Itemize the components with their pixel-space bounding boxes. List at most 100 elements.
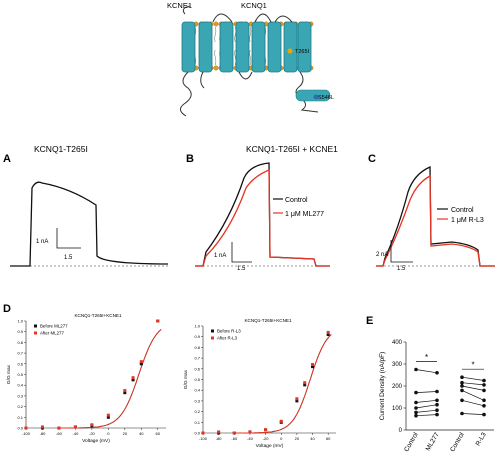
data-point-after bbox=[40, 425, 44, 429]
panel-b-scale-y: 1 nA bbox=[214, 253, 226, 259]
pair-line bbox=[461, 385, 485, 391]
data-point-after bbox=[73, 425, 77, 429]
pair-point-before bbox=[414, 400, 418, 405]
pair-point-after bbox=[435, 398, 439, 403]
y-tick-label: 0.8 bbox=[194, 345, 200, 350]
data-point-before bbox=[326, 333, 330, 337]
legend-label: After ML277 bbox=[40, 331, 64, 336]
data-point-after bbox=[279, 419, 283, 423]
gv-chart-ml277: KCNQ1-T265I+KCNE1 0.0 0.1 0.2 0.3 0.4 0.5 0.6 0.… bbox=[6, 313, 166, 444]
data-point-after bbox=[201, 431, 205, 435]
x-tick-label: -20 bbox=[89, 431, 96, 436]
category-label: R-L3 bbox=[475, 431, 488, 447]
data-point-before bbox=[131, 378, 135, 382]
data-point-before bbox=[295, 399, 299, 403]
pair-line bbox=[415, 404, 438, 409]
y-tick-label: 0.3 bbox=[194, 398, 200, 403]
pair-point-after bbox=[482, 398, 486, 403]
data-point-after bbox=[24, 426, 28, 430]
current-density-chart: 0 100 200 300 400 Current Density (nA/pF) Cont… bbox=[379, 340, 494, 453]
x-tick-label: 0 bbox=[107, 431, 110, 436]
y-tick-label: 0.1 bbox=[17, 415, 23, 420]
data-point-after bbox=[248, 430, 252, 434]
pair-point-before bbox=[460, 388, 464, 393]
kcnq1-n-terminus bbox=[200, 71, 205, 89]
pair-point-before bbox=[460, 380, 464, 385]
category-label: Control bbox=[403, 431, 420, 453]
data-point-before bbox=[106, 415, 110, 419]
legend-label: After R-L3 bbox=[217, 336, 238, 341]
pair-point-before bbox=[414, 406, 418, 410]
data-point-after bbox=[326, 330, 330, 334]
kcnq1-helix-s5 bbox=[267, 21, 282, 73]
pair-line bbox=[415, 399, 438, 403]
pair-point-after bbox=[435, 402, 439, 407]
pair-point-before bbox=[460, 398, 464, 403]
pair-line bbox=[415, 369, 438, 374]
y-tick-label: 1.0 bbox=[17, 319, 23, 324]
pair-line bbox=[461, 390, 485, 401]
panel-b-scale-bar bbox=[231, 242, 252, 263]
panel-c-scale-bar bbox=[390, 240, 413, 263]
panel-b-legend-drug: 1 μM ML277 bbox=[285, 211, 324, 218]
lipid-tail-lower bbox=[214, 49, 217, 66]
data-point-after bbox=[311, 363, 315, 367]
panel-a-scale-x: 1.5 bbox=[64, 255, 73, 261]
panel-c-legend-drug: 1 μM R-L3 bbox=[451, 217, 484, 224]
pair-point-before bbox=[414, 410, 418, 415]
kcnq1-helix-s3 bbox=[235, 21, 250, 73]
category-label: Control bbox=[449, 431, 466, 453]
pair-line bbox=[415, 391, 438, 393]
pair-point-before bbox=[414, 413, 418, 418]
kcnq1-helix-s7 bbox=[297, 21, 312, 73]
gv-chart-rl3: KCNQ1-T265I+KCNE1 0.0 0.1 0.2 0.3 0.4 0.5 0.6 0.… bbox=[183, 318, 336, 449]
y-tick-label: 0.5 bbox=[194, 377, 200, 382]
legend-label: Before R-L3 bbox=[217, 329, 241, 334]
y-tick-label: 100 bbox=[392, 406, 403, 412]
pair-point-before bbox=[460, 375, 464, 380]
kcnq1-helix-s1 bbox=[198, 21, 213, 73]
data-point-before bbox=[311, 365, 315, 369]
pair-line bbox=[461, 376, 485, 381]
kcnq1-label: KCNQ1 bbox=[241, 1, 267, 10]
kcne1-n-terminus bbox=[182, 5, 191, 15]
pair-point-after bbox=[435, 408, 439, 413]
data-point-before bbox=[123, 391, 127, 395]
panel-a: A KCNQ1-T265I 1 nA 1.5 bbox=[3, 144, 169, 267]
panel-a-title: KCNQ1-T265I bbox=[34, 144, 88, 154]
kcnq1-c-terminal-helix bbox=[295, 89, 331, 102]
data-point-after bbox=[232, 431, 236, 435]
panel-b-control-trace bbox=[195, 162, 330, 267]
pair-point-before bbox=[460, 384, 464, 388]
data-point-after bbox=[131, 376, 135, 380]
panel-c-control-trace bbox=[376, 166, 495, 267]
significance-marker: * bbox=[471, 361, 474, 370]
y-tick-label: 0.6 bbox=[194, 366, 200, 371]
panel-c-legend-control: Control bbox=[451, 207, 474, 214]
legend-marker bbox=[211, 329, 214, 333]
lipid-tail-lower bbox=[249, 49, 252, 66]
data-point-after bbox=[90, 423, 94, 427]
y-tick-label: 0.9 bbox=[194, 334, 200, 339]
fit-curve-after bbox=[58, 329, 162, 429]
panel-e-letter: E bbox=[366, 315, 373, 327]
panel-c-letter: C bbox=[368, 153, 376, 165]
lipid-tail-upper bbox=[214, 26, 217, 43]
x-tick-label: -100 bbox=[199, 436, 208, 441]
kcnq1-c-terminus bbox=[295, 71, 319, 113]
x-axis-label: Voltage (mV) bbox=[256, 443, 284, 449]
y-tick-label: 0.4 bbox=[17, 383, 23, 388]
pair-line bbox=[415, 409, 438, 413]
kcnq1-helix-s6 bbox=[283, 21, 298, 73]
pair-point-after bbox=[482, 388, 486, 393]
y-tick-label: 0.2 bbox=[17, 404, 23, 409]
chart-title: KCNQ1-T265I+KCNE1 bbox=[244, 318, 292, 323]
pair-line bbox=[461, 399, 485, 407]
fit-curve-before bbox=[58, 329, 162, 429]
y-tick-label: 0.9 bbox=[17, 329, 23, 334]
kcne1-c-terminus bbox=[180, 71, 192, 117]
panel-a-scale-y: 1 nA bbox=[36, 239, 48, 245]
t265i-label: T265I bbox=[295, 49, 310, 55]
pair-point-after bbox=[482, 412, 486, 417]
